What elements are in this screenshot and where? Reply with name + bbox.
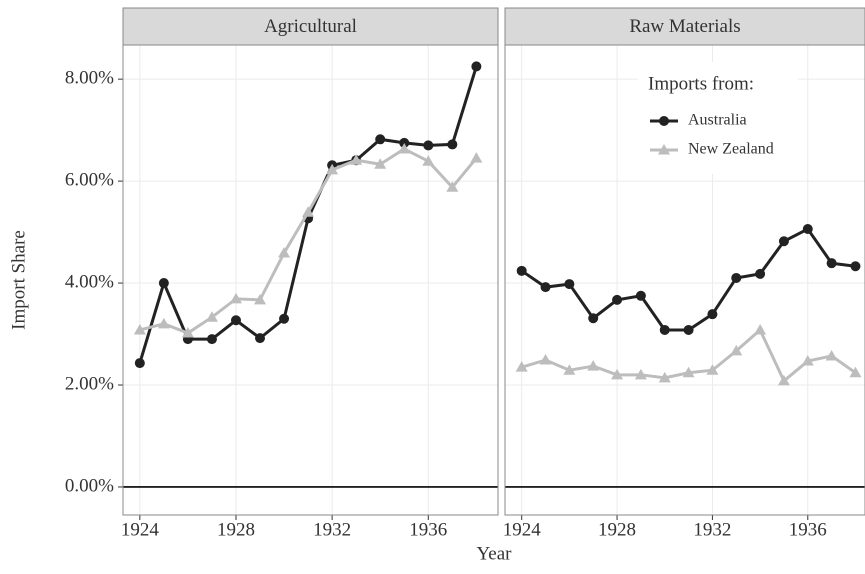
point <box>801 355 814 366</box>
point <box>730 344 743 356</box>
point <box>683 324 694 335</box>
series-line <box>520 227 856 332</box>
x-tick-label: 1932 <box>693 519 731 540</box>
point <box>658 371 671 383</box>
point <box>255 333 266 344</box>
point <box>399 137 410 148</box>
point <box>754 323 767 335</box>
point <box>611 368 624 380</box>
facet-title: Raw Materials <box>629 16 740 37</box>
point <box>326 163 339 175</box>
legend-label: Australia <box>688 112 747 129</box>
x-tick-label: 1936 <box>409 519 447 540</box>
x-tick-label: 1924 <box>503 519 542 540</box>
point <box>375 134 386 145</box>
point <box>706 364 719 375</box>
point <box>279 313 290 324</box>
panel-border <box>122 44 499 516</box>
point <box>587 360 600 371</box>
legend-title: Imports from: <box>648 73 754 94</box>
point <box>755 268 766 279</box>
point <box>778 236 789 247</box>
point <box>350 154 363 165</box>
point <box>205 311 218 322</box>
point <box>588 313 599 324</box>
y-tick-label: 2.00% <box>65 373 114 394</box>
point <box>850 261 861 272</box>
point <box>302 206 315 217</box>
point <box>539 354 552 365</box>
x-axis-label: Year <box>476 543 512 564</box>
point <box>777 374 790 386</box>
point <box>635 290 646 301</box>
point <box>849 366 862 378</box>
point <box>230 315 241 326</box>
y-tick-label: 6.00% <box>65 169 114 190</box>
point <box>515 361 528 372</box>
point <box>398 142 411 154</box>
point <box>446 181 459 192</box>
panel-border <box>504 44 865 516</box>
point <box>206 334 217 345</box>
point <box>563 364 576 375</box>
point <box>659 324 670 335</box>
x-tick-label: 1928 <box>217 519 255 540</box>
point <box>134 358 145 369</box>
x-tick-label: 1936 <box>789 519 827 540</box>
point <box>731 272 742 283</box>
legend-marker <box>658 144 670 155</box>
point <box>612 294 623 305</box>
y-tick-label: 0.00% <box>65 475 114 496</box>
point <box>133 323 146 335</box>
legend-marker <box>659 116 669 126</box>
facet-strip <box>504 7 865 46</box>
x-tick-label: 1928 <box>598 519 636 540</box>
point <box>826 258 837 269</box>
point <box>374 158 387 169</box>
x-tick-label: 1932 <box>313 519 351 540</box>
y-tick-label: 8.00% <box>65 68 114 89</box>
point <box>564 279 575 290</box>
point <box>540 282 551 293</box>
point <box>229 292 242 304</box>
point <box>254 293 267 305</box>
point <box>278 246 291 258</box>
facet-title: Agricultural <box>264 16 357 37</box>
point <box>470 152 483 163</box>
point <box>157 317 170 329</box>
point <box>423 140 434 151</box>
y-axis-label: Import Share <box>8 230 29 330</box>
point <box>516 265 527 276</box>
point <box>825 349 838 361</box>
facet-strip <box>122 7 499 46</box>
point <box>447 139 458 150</box>
point <box>682 366 695 378</box>
point <box>422 155 435 166</box>
point <box>707 309 718 320</box>
point <box>802 224 813 235</box>
x-tick-label: 1924 <box>121 519 160 540</box>
point <box>471 61 482 72</box>
point <box>158 278 169 289</box>
point <box>634 368 647 380</box>
y-tick-label: 4.00% <box>65 271 114 292</box>
legend-label: New Zealand <box>688 141 774 158</box>
series-line <box>139 147 478 335</box>
point <box>181 327 194 338</box>
